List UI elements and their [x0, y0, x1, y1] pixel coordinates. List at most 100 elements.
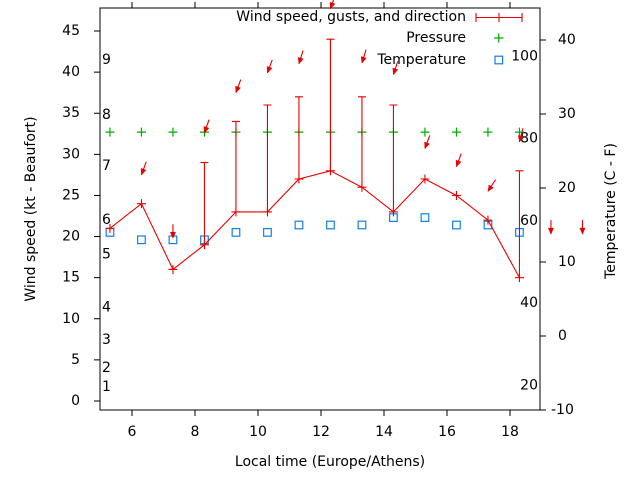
gust-bar [326, 38, 335, 171]
temperature-point [137, 235, 146, 245]
wind-arrow-head [266, 66, 273, 74]
wind-arrow-head [203, 126, 210, 134]
wind-point [136, 199, 146, 209]
wind-point [357, 182, 367, 192]
wind-arrow-head [329, 1, 336, 10]
gust-bar [515, 170, 524, 278]
wind-point [168, 264, 178, 274]
wind-arrow-head [169, 231, 176, 239]
gust-bar [389, 104, 398, 212]
wind-point [294, 174, 304, 184]
wind-arrow-head [455, 159, 462, 168]
wind-point [420, 174, 430, 184]
left-tick-label: 30 [62, 146, 80, 162]
wind-point [325, 166, 335, 176]
celsius-tick-label: 40 [558, 32, 576, 48]
beaufort-label: 6 [102, 212, 111, 228]
beaufort-label: 2 [102, 360, 111, 376]
temperature-point [263, 228, 272, 237]
x-tick-label: 18 [501, 424, 519, 440]
left-tick-label: 20 [62, 229, 80, 245]
temperature-point [452, 220, 461, 230]
pressure-point [168, 127, 178, 137]
x-tick-label: 14 [375, 424, 393, 440]
x-tick-label: 12 [312, 424, 330, 440]
pressure-point [420, 127, 430, 137]
gust-errorbars [200, 38, 524, 278]
gust-bar [263, 104, 272, 212]
celsius-tick-label: -10 [551, 402, 574, 418]
wind-arrow-head [235, 85, 241, 94]
wind-arrow-head [518, 135, 524, 143]
wind-arrow-head [140, 168, 147, 176]
left-tick-label: 45 [62, 23, 80, 39]
legend-label-wind: Wind speed, gusts, and direction [236, 9, 466, 25]
legend-plus-sample [494, 33, 504, 43]
wind-arrow-head [297, 57, 304, 65]
wind-arrow-head [487, 184, 494, 192]
temperature-point [420, 213, 430, 223]
plot-border [99, 7, 541, 411]
x-tick-label: 6 [128, 424, 137, 440]
wind-point [105, 223, 115, 233]
left-tick-label: 10 [62, 311, 80, 327]
beaufort-label: 8 [102, 107, 111, 123]
wind-point [231, 207, 241, 217]
left-tick-label: 0 [71, 393, 80, 409]
fahrenheit-label: 40 [520, 295, 538, 311]
wind-point [483, 215, 493, 225]
wind-point [262, 207, 272, 217]
tick-marks [94, 2, 546, 416]
beaufort-label: 7 [102, 158, 111, 174]
temperature-point [231, 228, 241, 237]
gust-bar [200, 162, 209, 245]
fahrenheit-label: 20 [520, 377, 538, 393]
gust-bar [231, 120, 240, 212]
pressure-point [136, 127, 146, 137]
wind-arrow-head [392, 67, 399, 76]
celsius-tick-label: 20 [558, 180, 576, 196]
pressure-point [483, 127, 493, 137]
wind-point [514, 273, 524, 283]
wind-point [199, 240, 209, 250]
legend-label-temperature: Temperature [377, 52, 466, 68]
wind-arrow-head [579, 227, 586, 235]
wind-line [109, 170, 520, 278]
fahrenheit-label: 60 [520, 213, 538, 229]
beaufort-label: 1 [102, 379, 111, 395]
wind-point [451, 190, 461, 200]
gust-bar [357, 96, 366, 188]
left-tick-label: 5 [71, 352, 80, 368]
celsius-tick-label: 30 [558, 106, 576, 122]
left-axis-title: Wind speed (kt - Beaufort) [23, 116, 39, 302]
direction-arrows [140, 0, 586, 239]
x-tick-label: 8 [191, 424, 200, 440]
legend-errorbar-sample [475, 13, 523, 22]
gust-bar [294, 96, 303, 180]
left-tick-label: 15 [62, 270, 80, 286]
left-tick-label: 40 [62, 64, 80, 80]
fahrenheit-label: 100 [511, 48, 538, 64]
fahrenheit-label: 80 [520, 131, 538, 147]
pressure-series [105, 127, 524, 137]
wind-point [388, 207, 398, 217]
pressure-point [105, 127, 115, 137]
beaufort-label: 9 [102, 52, 111, 68]
wind-arrow-head [360, 56, 367, 64]
right-axis-title: Temperature (C - F) [603, 143, 619, 279]
legend-square-sample [494, 55, 504, 65]
axes [94, 2, 546, 416]
temperature-point [326, 220, 335, 230]
x-axis-title: Local time (Europe/Athens) [234, 454, 426, 470]
wind-arrow-head [424, 141, 430, 150]
legend-label-pressure: Pressure [406, 30, 466, 46]
temperature-point [357, 220, 367, 230]
temperature-point [294, 220, 304, 230]
x-tick-label: 16 [438, 424, 456, 440]
left-tick-label: 25 [62, 187, 80, 203]
celsius-tick-label: 10 [558, 254, 576, 270]
beaufort-label: 5 [102, 247, 111, 263]
